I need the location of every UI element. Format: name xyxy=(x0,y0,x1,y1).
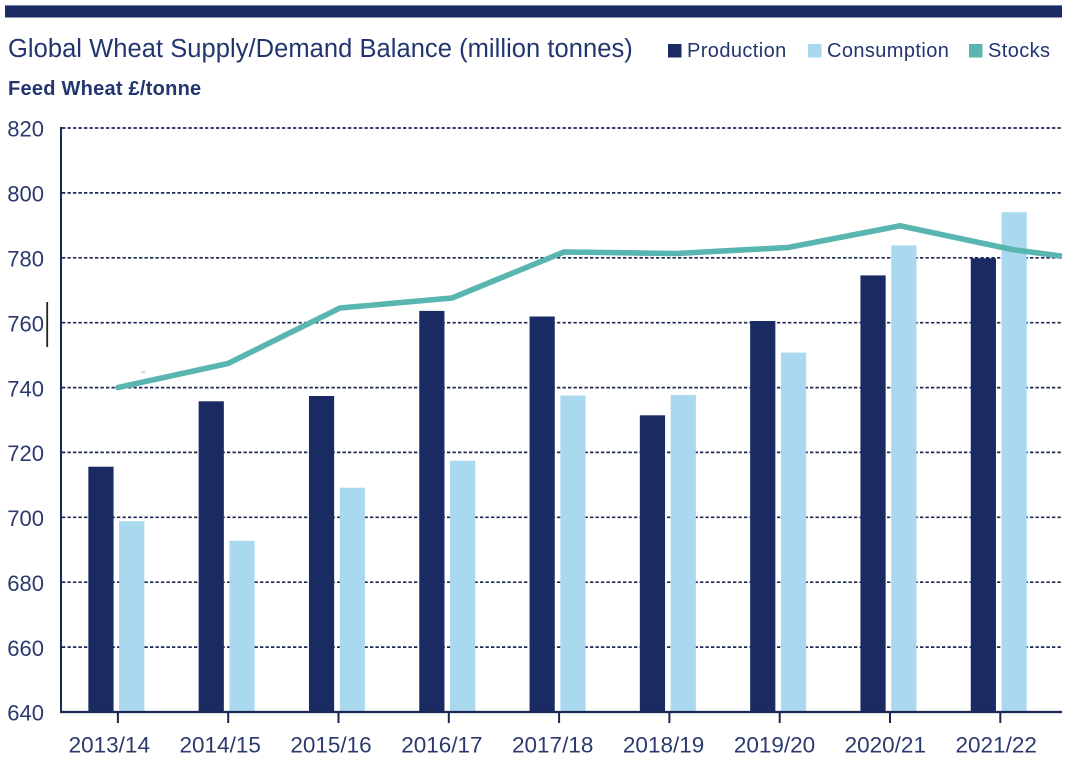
svg-text:Consumption: Consumption xyxy=(827,40,949,62)
svg-text:760: 760 xyxy=(7,311,44,336)
svg-text:640: 640 xyxy=(7,701,44,726)
svg-text:2014/15: 2014/15 xyxy=(180,732,261,757)
svg-text:740: 740 xyxy=(7,376,44,401)
svg-text:2016/17: 2016/17 xyxy=(401,732,482,757)
svg-text:Production: Production xyxy=(687,40,787,62)
svg-text:Stocks: Stocks xyxy=(988,40,1050,62)
svg-text:2020/21: 2020/21 xyxy=(845,732,926,757)
svg-text:780: 780 xyxy=(7,247,44,272)
svg-text:680: 680 xyxy=(7,571,44,596)
svg-text:Global Wheat Supply/Demand Bal: Global Wheat Supply/Demand Balance (mill… xyxy=(8,35,633,63)
svg-text:700: 700 xyxy=(7,506,44,531)
svg-text:Feed Wheat £/tonne: Feed Wheat £/tonne xyxy=(8,78,201,100)
svg-text:2015/16: 2015/16 xyxy=(290,732,371,757)
svg-text:2017/18: 2017/18 xyxy=(512,732,593,757)
svg-text:820: 820 xyxy=(7,117,44,142)
svg-text:2013/14: 2013/14 xyxy=(69,732,150,757)
svg-text:660: 660 xyxy=(7,636,44,661)
svg-text:800: 800 xyxy=(7,182,44,207)
svg-text:720: 720 xyxy=(7,441,44,466)
svg-text:2018/19: 2018/19 xyxy=(623,732,704,757)
svg-text:2021/22: 2021/22 xyxy=(956,732,1037,757)
svg-text:2019/20: 2019/20 xyxy=(734,732,815,757)
